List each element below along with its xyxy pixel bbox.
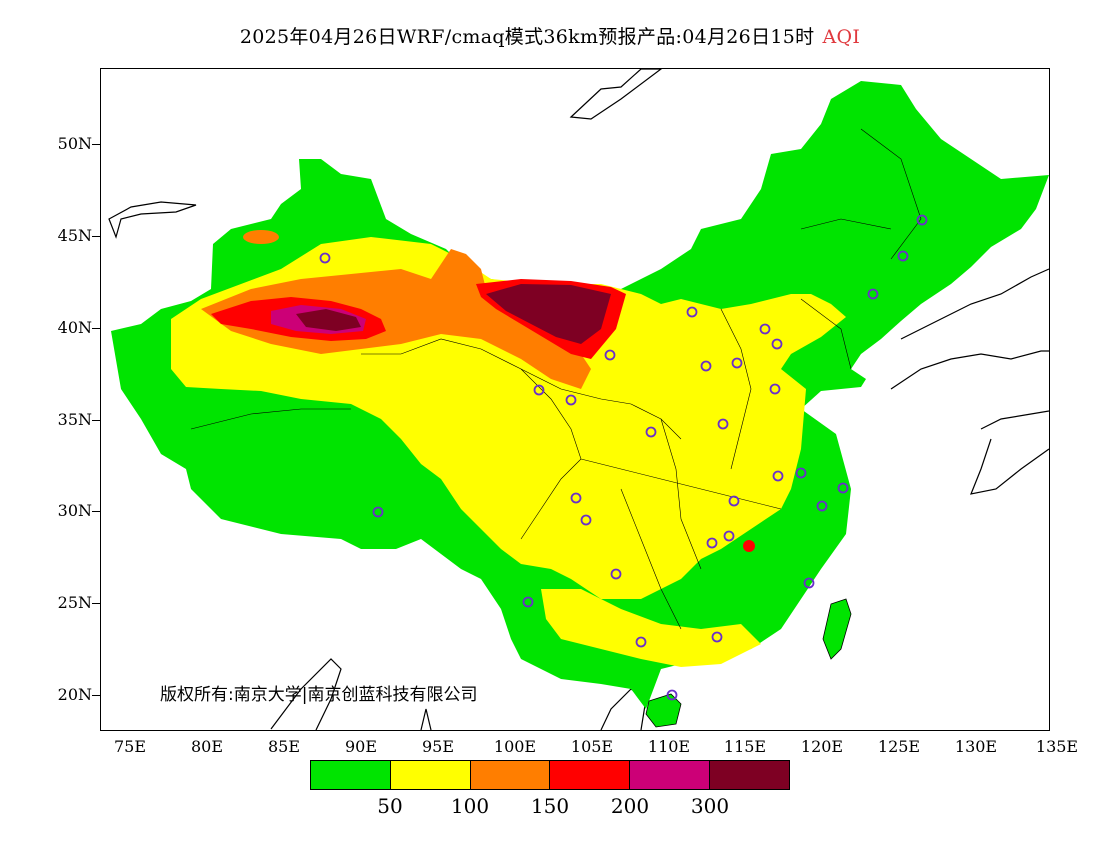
lon-label-115e: 115E — [723, 737, 767, 756]
title-variable: AQI — [822, 26, 861, 48]
province-borders — [190, 128, 922, 630]
legend-swatch-unhealthy — [550, 761, 631, 789]
legend-swatch-good — [311, 761, 391, 789]
pollution-map — [108, 69, 1049, 730]
lon-label-125e: 125E — [877, 737, 921, 756]
lon-label-80e: 80E — [190, 737, 224, 756]
legend-swatch-moderate — [390, 761, 471, 789]
lon-label-120e: 120E — [800, 737, 844, 756]
lon-label-110e: 110E — [647, 737, 691, 756]
legend-label-50: 50 — [377, 794, 403, 818]
station-markers — [319, 214, 928, 701]
map-title: 2025年04月26日WRF/cmaq模式36km预报产品:04月26日15时 A… — [0, 22, 1100, 49]
taiwan-island — [822, 598, 852, 660]
legend-label-150: 150 — [530, 794, 570, 818]
lon-label-105e: 105E — [570, 737, 614, 756]
aqi-region-maroon-north — [486, 284, 611, 344]
lon-label-75e: 75E — [113, 737, 147, 756]
copyright-notice: 版权所有:南京大学|南京创蓝科技有限公司 — [160, 685, 478, 705]
legend-swatch-very-unhealthy — [630, 761, 711, 789]
lat-label-25n: 25N — [57, 593, 92, 612]
lat-tick — [92, 236, 100, 237]
aqi-region-orange — [201, 249, 591, 389]
lat-tick — [92, 603, 100, 604]
lon-label-85e: 85E — [267, 737, 301, 756]
title-main: 2025年04月26日WRF/cmaq模式36km预报产品:04月26日15时 — [239, 26, 815, 48]
hainan-island — [645, 693, 682, 728]
lat-tick — [92, 328, 100, 329]
coastline-outlines — [108, 69, 1049, 730]
map-frame — [100, 68, 1050, 731]
aqi-spot-red — [743, 540, 755, 552]
aqi-region-yellow-south — [541, 589, 761, 667]
lat-label-40n: 40N — [57, 318, 92, 337]
aqi-region-maroon — [296, 309, 361, 331]
legend-swatch-hazardous — [710, 761, 789, 789]
lat-tick — [92, 695, 100, 696]
lon-label-135e: 135E — [1035, 737, 1079, 756]
lon-label-95e: 95E — [421, 737, 455, 756]
lat-label-45n: 45N — [57, 226, 92, 245]
lat-tick — [92, 511, 100, 512]
legend-label-200: 200 — [610, 794, 650, 818]
legend-label-300: 300 — [690, 794, 730, 818]
aqi-spot-north — [243, 230, 279, 244]
lat-tick — [92, 144, 100, 145]
aqi-legend-bar — [310, 760, 790, 790]
lat-label-30n: 30N — [57, 501, 92, 520]
lon-label-130e: 130E — [954, 737, 998, 756]
lat-tick — [92, 420, 100, 421]
lat-label-20n: 20N — [57, 685, 92, 704]
lon-label-100e: 100E — [493, 737, 537, 756]
legend-swatch-sensitive — [470, 761, 551, 789]
lat-label-50n: 50N — [57, 134, 92, 153]
legend-label-100: 100 — [450, 794, 490, 818]
lon-label-90e: 90E — [344, 737, 378, 756]
lat-label-35n: 35N — [57, 410, 92, 429]
